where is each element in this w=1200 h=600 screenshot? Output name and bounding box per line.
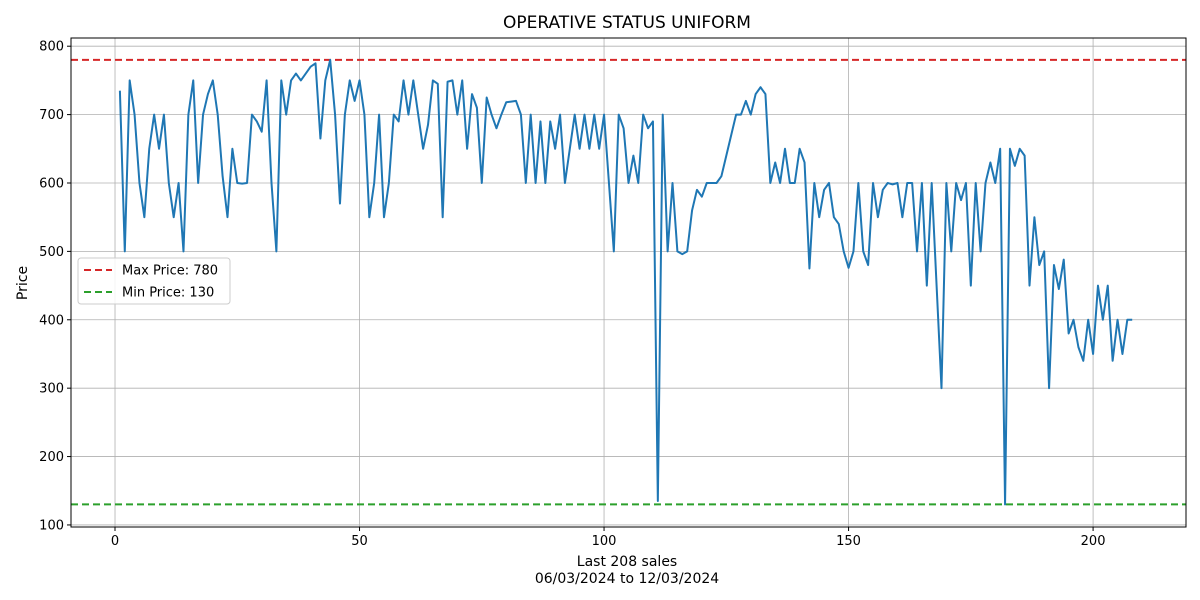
- y-tick-label: 500: [39, 245, 64, 260]
- y-tick-label: 600: [39, 176, 64, 191]
- chart-title: OPERATIVE STATUS UNIFORM: [503, 13, 751, 33]
- y-tick-label: 700: [39, 108, 64, 123]
- grid-lines: [71, 38, 1186, 527]
- x-axis-sublabel: 06/03/2024 to 12/03/2024: [535, 571, 719, 587]
- x-tick-label: 0: [111, 534, 119, 549]
- x-axis-label: Last 208 sales: [577, 554, 677, 570]
- axis-ticks: 0 50 100 150 200 100 200 300 400 500 600 700 800: [39, 40, 1105, 549]
- legend-box: [77, 257, 231, 305]
- x-tick-label: 200: [1081, 534, 1106, 549]
- y-tick-label: 800: [39, 40, 64, 55]
- reference-lines: [71, 58, 1186, 506]
- y-tick-label: 400: [39, 313, 64, 328]
- y-tick-label: 300: [39, 382, 64, 397]
- legend-entry: Min Price: 130: [122, 286, 214, 301]
- legend-entry: Max Price: 780: [122, 264, 218, 279]
- y-tick-label: 200: [39, 450, 64, 465]
- x-tick-label: 100: [592, 534, 617, 549]
- x-tick-label: 50: [351, 534, 368, 549]
- price-series-line: [118, 58, 1133, 506]
- x-tick-label: 150: [836, 534, 861, 549]
- plot-frame: [70, 37, 1187, 528]
- y-axis-label: Price: [15, 266, 31, 300]
- legend: Max Price: 780 Min Price: 130: [77, 257, 231, 305]
- y-tick-label: 100: [39, 518, 64, 533]
- series-layer: [118, 58, 1133, 506]
